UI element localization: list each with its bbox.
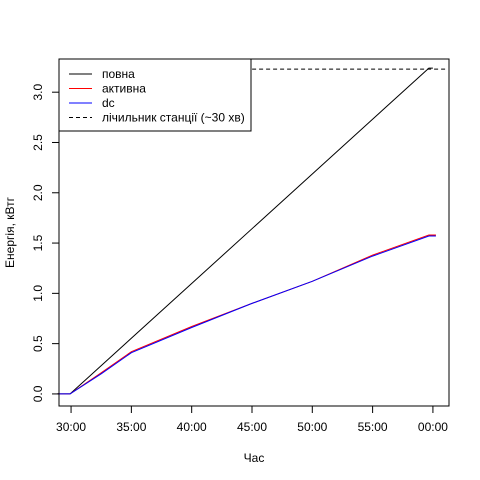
x-tick-label: 55:00: [358, 420, 388, 434]
y-tick-label: 2.0: [31, 184, 45, 201]
legend-label: dc: [102, 96, 115, 110]
y-tick-label: 0.5: [31, 335, 45, 352]
y-tick-label: 0.0: [31, 385, 45, 402]
legend-label: повна: [102, 67, 135, 81]
x-tick-label: 40:00: [177, 420, 207, 434]
x-axis-label: Час: [244, 451, 265, 465]
legend-box: [58, 58, 252, 132]
y-axis: 0.0 0.5 1.0 1.5 2.0 2.5 3.0: [31, 84, 60, 402]
legend-label: лічильник станції (~30 хв): [102, 111, 245, 125]
series-layer: [57, 67, 448, 395]
y-tick-label: 2.5: [31, 134, 45, 151]
y-tick-label: 3.0: [31, 84, 45, 101]
y-axis-label: Енергія, кВтг: [3, 196, 17, 268]
y-tick-label: 1.0: [31, 285, 45, 302]
x-tick-label: 30:00: [56, 420, 86, 434]
x-tick-label: 50:00: [297, 420, 327, 434]
x-tick-label: 45:00: [237, 420, 267, 434]
x-axis: 30:00 35:00 40:00 45:00 50:00 55:00 00:00: [56, 405, 448, 434]
legend-label: активна: [102, 82, 146, 96]
series-line-3: [57, 235, 436, 395]
x-tick-label: 00:00: [418, 420, 448, 434]
x-tick-label: 35:00: [116, 420, 146, 434]
y-tick-label: 1.5: [31, 234, 45, 251]
